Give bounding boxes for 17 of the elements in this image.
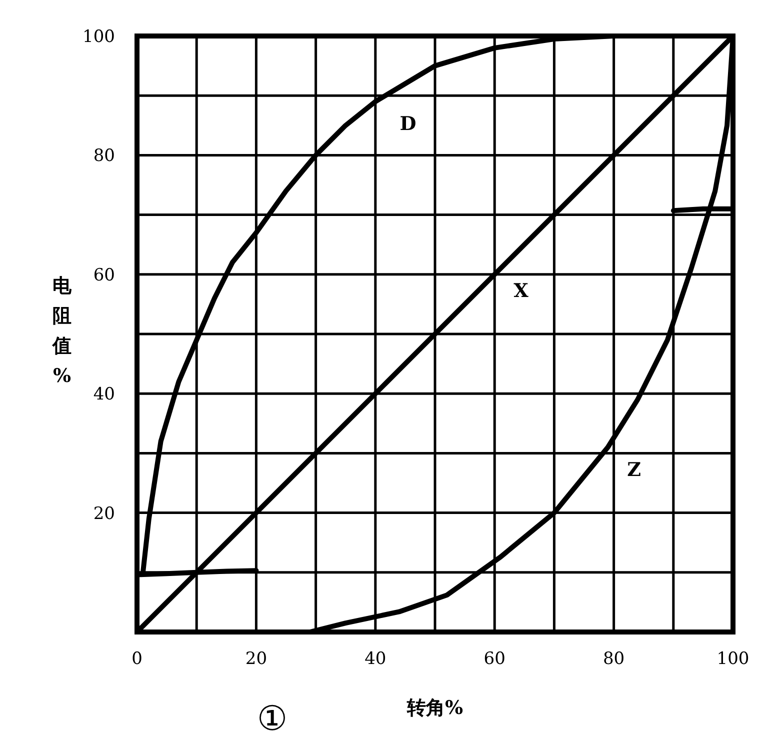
- y-tick-label: 60: [93, 265, 115, 286]
- x-tick-label: 80: [602, 649, 625, 669]
- y-tick-label: 100: [82, 27, 115, 47]
- x-tick-label: 20: [245, 649, 268, 669]
- annotation: D: [400, 113, 416, 135]
- text: ①: [257, 699, 287, 739]
- x-axis-title: 转角%: [406, 697, 464, 719]
- y-axis-title: 电阻值%: [52, 275, 72, 387]
- x-tick-label: 40: [364, 649, 386, 669]
- y-tick-label: 20: [93, 504, 115, 524]
- y-tick-label: 80: [93, 146, 115, 166]
- annotation: X: [514, 280, 529, 302]
- x-tick-label: 0: [132, 649, 142, 669]
- annotation: Z: [627, 459, 642, 481]
- x-tick-label: 100: [716, 649, 750, 669]
- y-tick-label: 40: [93, 384, 115, 405]
- x-tick-label: 60: [484, 649, 506, 669]
